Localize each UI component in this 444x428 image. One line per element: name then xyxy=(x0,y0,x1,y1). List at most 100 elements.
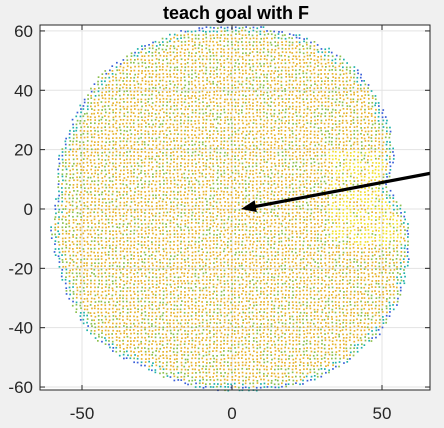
scatter-point xyxy=(245,329,248,332)
scatter-point xyxy=(112,329,114,332)
scatter-point xyxy=(68,229,71,232)
scatter-point xyxy=(147,333,150,335)
scatter-point xyxy=(187,257,189,260)
scatter-point xyxy=(93,126,96,129)
scatter-point xyxy=(249,173,251,175)
scatter-point xyxy=(104,272,107,274)
scatter-point xyxy=(151,304,153,306)
scatter-point xyxy=(133,61,135,64)
scatter-point xyxy=(162,176,164,179)
scatter-point xyxy=(90,300,93,303)
scatter-point xyxy=(148,59,150,62)
scatter-point xyxy=(183,166,186,168)
scatter-point xyxy=(133,158,135,161)
scatter-point xyxy=(129,286,132,289)
scatter-point xyxy=(255,37,258,40)
scatter-point xyxy=(133,232,135,235)
scatter-point xyxy=(198,336,200,339)
scatter-point xyxy=(148,198,150,200)
scatter-point xyxy=(234,94,236,96)
scatter-point xyxy=(180,219,183,222)
scatter-point xyxy=(165,251,168,254)
scatter-point xyxy=(155,190,157,192)
scatter-point xyxy=(165,201,167,204)
scatter-point xyxy=(97,243,100,246)
scatter-point xyxy=(183,240,186,243)
scatter-point xyxy=(173,161,175,164)
scatter-point xyxy=(187,140,190,143)
scatter-point xyxy=(244,116,247,118)
scatter-point xyxy=(224,201,226,203)
scatter-point xyxy=(140,159,143,161)
scatter-point xyxy=(140,240,143,243)
scatter-point xyxy=(165,204,168,206)
scatter-point xyxy=(111,198,114,200)
scatter-point xyxy=(76,215,79,218)
scatter-point xyxy=(141,312,143,314)
scatter-point xyxy=(173,251,176,254)
scatter-point xyxy=(158,286,160,288)
scatter-point xyxy=(123,229,126,232)
scatter-point xyxy=(162,279,165,281)
scatter-point xyxy=(252,134,254,136)
scatter-point xyxy=(75,262,78,264)
scatter-point xyxy=(215,350,218,352)
scatter-point xyxy=(177,98,179,101)
scatter-point xyxy=(249,37,252,40)
scatter-point xyxy=(151,308,154,311)
scatter-point xyxy=(61,197,63,199)
scatter-point xyxy=(184,69,186,72)
scatter-point xyxy=(126,69,128,71)
scatter-point xyxy=(252,337,255,339)
scatter-point xyxy=(169,262,171,265)
scatter-point xyxy=(144,116,147,118)
scatter-point xyxy=(140,108,143,111)
scatter-point xyxy=(72,268,74,271)
scatter-point xyxy=(147,164,150,167)
scatter-point xyxy=(166,65,169,68)
scatter-point xyxy=(144,191,146,193)
scatter-point xyxy=(220,230,223,232)
scatter-point xyxy=(213,105,215,107)
scatter-point xyxy=(133,255,135,257)
scatter-point xyxy=(122,105,125,108)
scatter-point xyxy=(69,129,71,132)
scatter-point xyxy=(115,87,118,89)
scatter-point xyxy=(126,130,128,133)
scatter-point xyxy=(176,351,179,354)
scatter-point xyxy=(65,290,68,292)
scatter-point xyxy=(169,346,172,349)
scatter-point xyxy=(94,151,97,154)
scatter-point xyxy=(145,204,147,207)
scatter-point xyxy=(223,289,225,292)
scatter-point xyxy=(209,297,211,300)
scatter-point xyxy=(194,177,196,179)
scatter-point xyxy=(89,183,92,186)
scatter-point xyxy=(101,314,103,317)
scatter-point xyxy=(140,190,143,193)
scatter-point xyxy=(215,375,218,377)
scatter-point xyxy=(227,368,230,371)
scatter-point xyxy=(183,113,186,115)
scatter-point xyxy=(223,137,226,139)
scatter-point xyxy=(190,226,193,229)
scatter-point xyxy=(126,318,129,321)
scatter-point xyxy=(191,357,193,360)
scatter-point xyxy=(65,276,67,278)
scatter-point xyxy=(169,38,172,40)
scatter-point xyxy=(159,273,162,275)
scatter-point xyxy=(245,322,248,324)
scatter-point xyxy=(134,108,136,110)
scatter-point xyxy=(129,336,132,339)
scatter-point xyxy=(176,52,178,54)
scatter-point xyxy=(184,261,186,263)
scatter-point xyxy=(115,233,118,236)
scatter-point xyxy=(208,332,211,334)
scatter-point xyxy=(216,261,218,263)
scatter-point xyxy=(115,286,118,288)
scatter-point xyxy=(130,61,132,64)
scatter-point xyxy=(112,230,114,232)
scatter-point xyxy=(122,223,125,225)
scatter-point xyxy=(100,112,103,115)
scatter-point xyxy=(115,282,117,285)
